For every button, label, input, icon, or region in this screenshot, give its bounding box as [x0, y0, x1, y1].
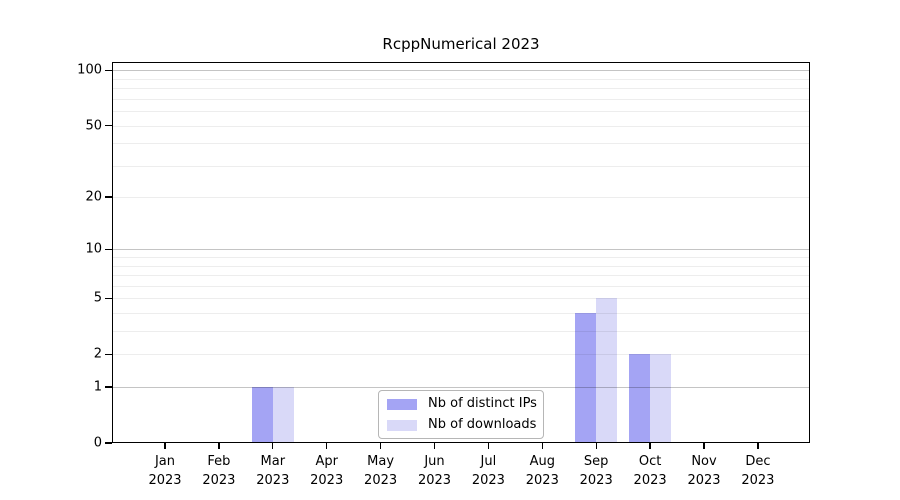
gridline-major-10	[112, 249, 810, 251]
legend-swatch-distinct-ips	[387, 398, 417, 410]
gridline-minor-70	[112, 98, 810, 100]
y-tick-label-20: 20	[85, 189, 102, 205]
x-tick-mark-mar-2023	[272, 443, 274, 449]
gridline-minor-7	[112, 275, 810, 277]
gridline-major-100	[112, 70, 810, 72]
y-tick-mark-50	[105, 124, 112, 127]
x-tick-mark-oct-2023	[649, 443, 651, 449]
y-tick-mark-10	[105, 248, 112, 251]
gridline-minor-3	[112, 331, 810, 333]
gridline-minor-90	[112, 78, 810, 80]
x-tick-label-jan-2023: Jan 2023	[148, 454, 182, 488]
x-tick-label-nov-2023: Nov 2023	[687, 454, 721, 488]
legend-label-downloads: Nb of downloads	[428, 417, 537, 432]
x-tick-label-aug-2023: Aug 2023	[525, 454, 559, 488]
gridline-minor-8	[112, 265, 810, 267]
chart-title: RcppNumerical 2023	[382, 35, 540, 53]
bar-nb-of-distinct-ips-oct-2023	[629, 354, 651, 443]
plot-area	[112, 62, 810, 443]
gridline-minor-40	[112, 143, 810, 145]
x-tick-label-apr-2023: Apr 2023	[310, 454, 344, 488]
gridline-minor-80	[112, 88, 810, 90]
y-tick-mark-0	[105, 442, 112, 444]
y-tick-mark-100	[105, 69, 112, 72]
gridline-minor-60	[112, 111, 810, 113]
x-tick-label-dec-2023: Dec 2023	[741, 454, 775, 488]
gridline-minor-5	[112, 298, 810, 300]
y-tick-label-50: 50	[85, 118, 102, 134]
gridline-minor-4	[112, 313, 810, 315]
bar-nb-of-distinct-ips-sep-2023	[575, 313, 597, 443]
bar-nb-of-downloads-mar-2023	[272, 387, 294, 443]
x-tick-mark-may-2023	[379, 443, 382, 449]
x-tick-label-jul-2023: Jul 2023	[471, 454, 505, 488]
y-tick-mark-2	[105, 353, 112, 355]
x-tick-label-sep-2023: Sep 2023	[579, 454, 613, 488]
bar-nb-of-downloads-oct-2023	[650, 354, 672, 443]
x-tick-label-jun-2023: Jun 2023	[417, 454, 452, 488]
bar-nb-of-distinct-ips-mar-2023	[251, 387, 273, 443]
x-tick-mark-jan-2023	[164, 443, 166, 449]
legend-item-distinct-ips: Nb of distinct IPs	[387, 395, 537, 413]
y-tick-label-5: 5	[93, 290, 102, 306]
x-tick-mark-aug-2023	[541, 443, 543, 449]
gridline-minor-30	[112, 165, 810, 167]
y-tick-mark-1	[105, 386, 112, 388]
gridline-minor-2	[112, 354, 810, 356]
y-tick-mark-20	[105, 196, 112, 198]
gridline-minor-9	[112, 257, 810, 259]
x-tick-mark-nov-2023	[703, 443, 705, 449]
y-tick-label-0: 0	[93, 435, 102, 451]
legend-swatch-downloads	[387, 419, 417, 431]
legend-item-downloads: Nb of downloads	[387, 416, 537, 434]
x-tick-mark-dec-2023	[757, 443, 759, 449]
gridline-major-1	[112, 387, 810, 389]
legend: Nb of distinct IPs Nb of downloads	[378, 390, 544, 439]
x-tick-mark-sep-2023	[595, 443, 597, 449]
gridline-minor-20	[112, 197, 810, 199]
x-tick-label-may-2023: May 2023	[364, 454, 398, 488]
y-tick-label-2: 2	[93, 346, 102, 362]
y-tick-label-100: 100	[77, 62, 102, 78]
legend-label-distinct-ips: Nb of distinct IPs	[428, 396, 537, 411]
y-tick-label-10: 10	[85, 241, 102, 257]
x-tick-mark-jun-2023	[433, 443, 436, 449]
x-tick-label-mar-2023: Mar 2023	[256, 454, 290, 488]
bar-nb-of-downloads-sep-2023	[596, 298, 618, 443]
x-tick-mark-jul-2023	[487, 443, 490, 449]
gridline-minor-6	[112, 285, 810, 287]
x-tick-label-feb-2023: Feb 2023	[202, 454, 236, 488]
x-tick-mark-feb-2023	[218, 443, 220, 449]
y-tick-label-1: 1	[93, 379, 102, 395]
x-tick-mark-apr-2023	[326, 443, 328, 449]
gridline-minor-50	[112, 125, 810, 127]
y-tick-mark-5	[105, 297, 112, 299]
x-tick-label-oct-2023: Oct 2023	[633, 454, 667, 488]
